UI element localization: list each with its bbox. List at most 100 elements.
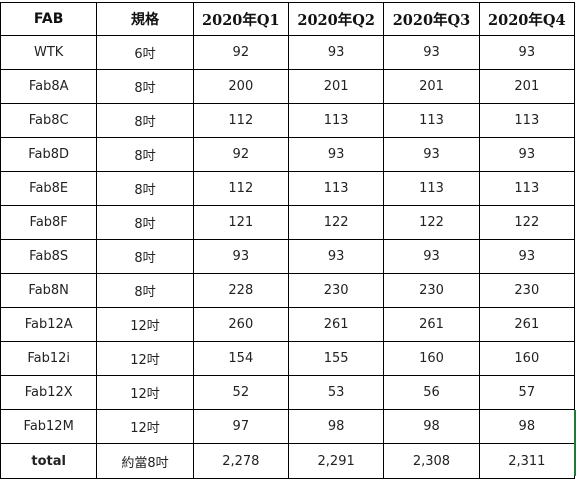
cell-fab[interactable]: Fab12i — [0, 341, 98, 376]
table-row: Fab8E 8吋 112 113 113 113 — [0, 171, 576, 206]
cell-q3[interactable]: 230 — [383, 273, 480, 308]
cell-q3[interactable]: 113 — [383, 171, 480, 206]
selection-edge-marker — [574, 410, 576, 476]
cell-spec[interactable]: 8吋 — [96, 103, 194, 138]
cell-q3[interactable]: 93 — [383, 137, 480, 172]
cell-q2[interactable]: 122 — [287, 205, 385, 240]
cell-fab[interactable]: Fab8E — [0, 171, 98, 206]
cell-q4[interactable]: 113 — [478, 103, 576, 138]
cell-fab[interactable]: WTK — [0, 35, 98, 70]
cell-q4[interactable]: 2,311 — [478, 443, 576, 479]
cell-q2[interactable]: 201 — [287, 69, 385, 104]
cell-fab[interactable]: Fab8N — [0, 273, 98, 308]
cell-q3[interactable]: 261 — [383, 307, 480, 342]
cell-q4[interactable]: 93 — [478, 35, 576, 70]
cell-q1[interactable]: 97 — [192, 409, 289, 444]
column-header-q2[interactable]: 2020年Q2 — [287, 2, 385, 36]
cell-spec[interactable]: 12吋 — [96, 375, 194, 410]
table-row: WTK 6吋 92 93 93 93 — [0, 35, 576, 70]
cell-q1[interactable]: 92 — [192, 35, 289, 70]
cell-q4[interactable]: 122 — [478, 205, 576, 240]
column-header-q3[interactable]: 2020年Q3 — [383, 2, 480, 36]
cell-spec[interactable]: 8吋 — [96, 137, 194, 172]
cell-spec[interactable]: 12吋 — [96, 341, 194, 376]
cell-q2[interactable]: 93 — [287, 137, 385, 172]
cell-q2[interactable]: 93 — [287, 35, 385, 70]
cell-q2[interactable]: 230 — [287, 273, 385, 308]
table-row: Fab8D 8吋 92 93 93 93 — [0, 137, 576, 172]
cell-q2[interactable]: 53 — [287, 375, 385, 410]
cell-q2[interactable]: 113 — [287, 171, 385, 206]
cell-q2[interactable]: 261 — [287, 307, 385, 342]
cell-q3[interactable]: 201 — [383, 69, 480, 104]
cell-q1[interactable]: 112 — [192, 171, 289, 206]
cell-spec[interactable]: 8吋 — [96, 205, 194, 240]
cell-fab[interactable]: Fab12M — [0, 409, 98, 444]
cell-q4[interactable]: 261 — [478, 307, 576, 342]
cell-q3[interactable]: 113 — [383, 103, 480, 138]
cell-q4[interactable]: 160 — [478, 341, 576, 376]
table-row: Fab8A 8吋 200 201 201 201 — [0, 69, 576, 104]
cell-q3[interactable]: 93 — [383, 239, 480, 274]
cell-q4[interactable]: 57 — [478, 375, 576, 410]
cell-spec[interactable]: 6吋 — [96, 35, 194, 70]
cell-q2[interactable]: 113 — [287, 103, 385, 138]
table-row: Fab12A 12吋 260 261 261 261 — [0, 307, 576, 342]
cell-q3[interactable]: 2,308 — [383, 443, 480, 479]
cell-q1[interactable]: 260 — [192, 307, 289, 342]
cell-q1[interactable]: 92 — [192, 137, 289, 172]
cell-q1[interactable]: 154 — [192, 341, 289, 376]
cell-q4[interactable]: 230 — [478, 273, 576, 308]
cell-q1[interactable]: 121 — [192, 205, 289, 240]
column-header-spec[interactable]: 規格 — [96, 2, 194, 36]
cell-spec[interactable]: 8吋 — [96, 69, 194, 104]
cell-q4[interactable]: 93 — [478, 239, 576, 274]
cell-q3[interactable]: 160 — [383, 341, 480, 376]
cell-fab[interactable]: total — [0, 443, 98, 479]
column-header-fab[interactable]: FAB — [0, 2, 98, 36]
cell-fab[interactable]: Fab8D — [0, 137, 98, 172]
cell-q2[interactable]: 98 — [287, 409, 385, 444]
cell-spec[interactable]: 8吋 — [96, 239, 194, 274]
cell-spec[interactable]: 12吋 — [96, 409, 194, 444]
cell-q3[interactable]: 56 — [383, 375, 480, 410]
table-row: Fab12M 12吋 97 98 98 98 — [0, 409, 576, 444]
cell-fab[interactable]: Fab12A — [0, 307, 98, 342]
cell-spec[interactable]: 8吋 — [96, 273, 194, 308]
cell-fab[interactable]: Fab12X — [0, 375, 98, 410]
cell-fab[interactable]: Fab8A — [0, 69, 98, 104]
cell-q1[interactable]: 52 — [192, 375, 289, 410]
cell-q4[interactable]: 93 — [478, 137, 576, 172]
cell-q3[interactable]: 98 — [383, 409, 480, 444]
cell-q1[interactable]: 200 — [192, 69, 289, 104]
cell-q4[interactable]: 98 — [478, 409, 576, 444]
cell-q1[interactable]: 228 — [192, 273, 289, 308]
table-row: Fab8C 8吋 112 113 113 113 — [0, 103, 576, 138]
table-row: Fab8S 8吋 93 93 93 93 — [0, 239, 576, 274]
cell-q2[interactable]: 93 — [287, 239, 385, 274]
table-row: Fab12i 12吋 154 155 160 160 — [0, 341, 576, 376]
cell-q2[interactable]: 2,291 — [287, 443, 385, 479]
cell-q2[interactable]: 155 — [287, 341, 385, 376]
cell-fab[interactable]: Fab8C — [0, 103, 98, 138]
cell-q1[interactable]: 93 — [192, 239, 289, 274]
cell-q3[interactable]: 93 — [383, 35, 480, 70]
table-row: Fab8F 8吋 121 122 122 122 — [0, 205, 576, 240]
cell-q1[interactable]: 112 — [192, 103, 289, 138]
cell-q3[interactable]: 122 — [383, 205, 480, 240]
cell-spec[interactable]: 約當8吋 — [96, 443, 194, 479]
cell-spec[interactable]: 12吋 — [96, 307, 194, 342]
column-header-q4[interactable]: 2020年Q4 — [478, 2, 576, 36]
cell-spec[interactable]: 8吋 — [96, 171, 194, 206]
cell-q4[interactable]: 201 — [478, 69, 576, 104]
table-row: Fab12X 12吋 52 53 56 57 — [0, 375, 576, 410]
cell-q1[interactable]: 2,278 — [192, 443, 289, 479]
cell-fab[interactable]: Fab8S — [0, 239, 98, 274]
cell-fab[interactable]: Fab8F — [0, 205, 98, 240]
header-row: FAB 規格 2020年Q1 2020年Q2 2020年Q3 2020年Q4 — [0, 2, 576, 36]
cell-q4[interactable]: 113 — [478, 171, 576, 206]
column-header-q1[interactable]: 2020年Q1 — [192, 2, 289, 36]
